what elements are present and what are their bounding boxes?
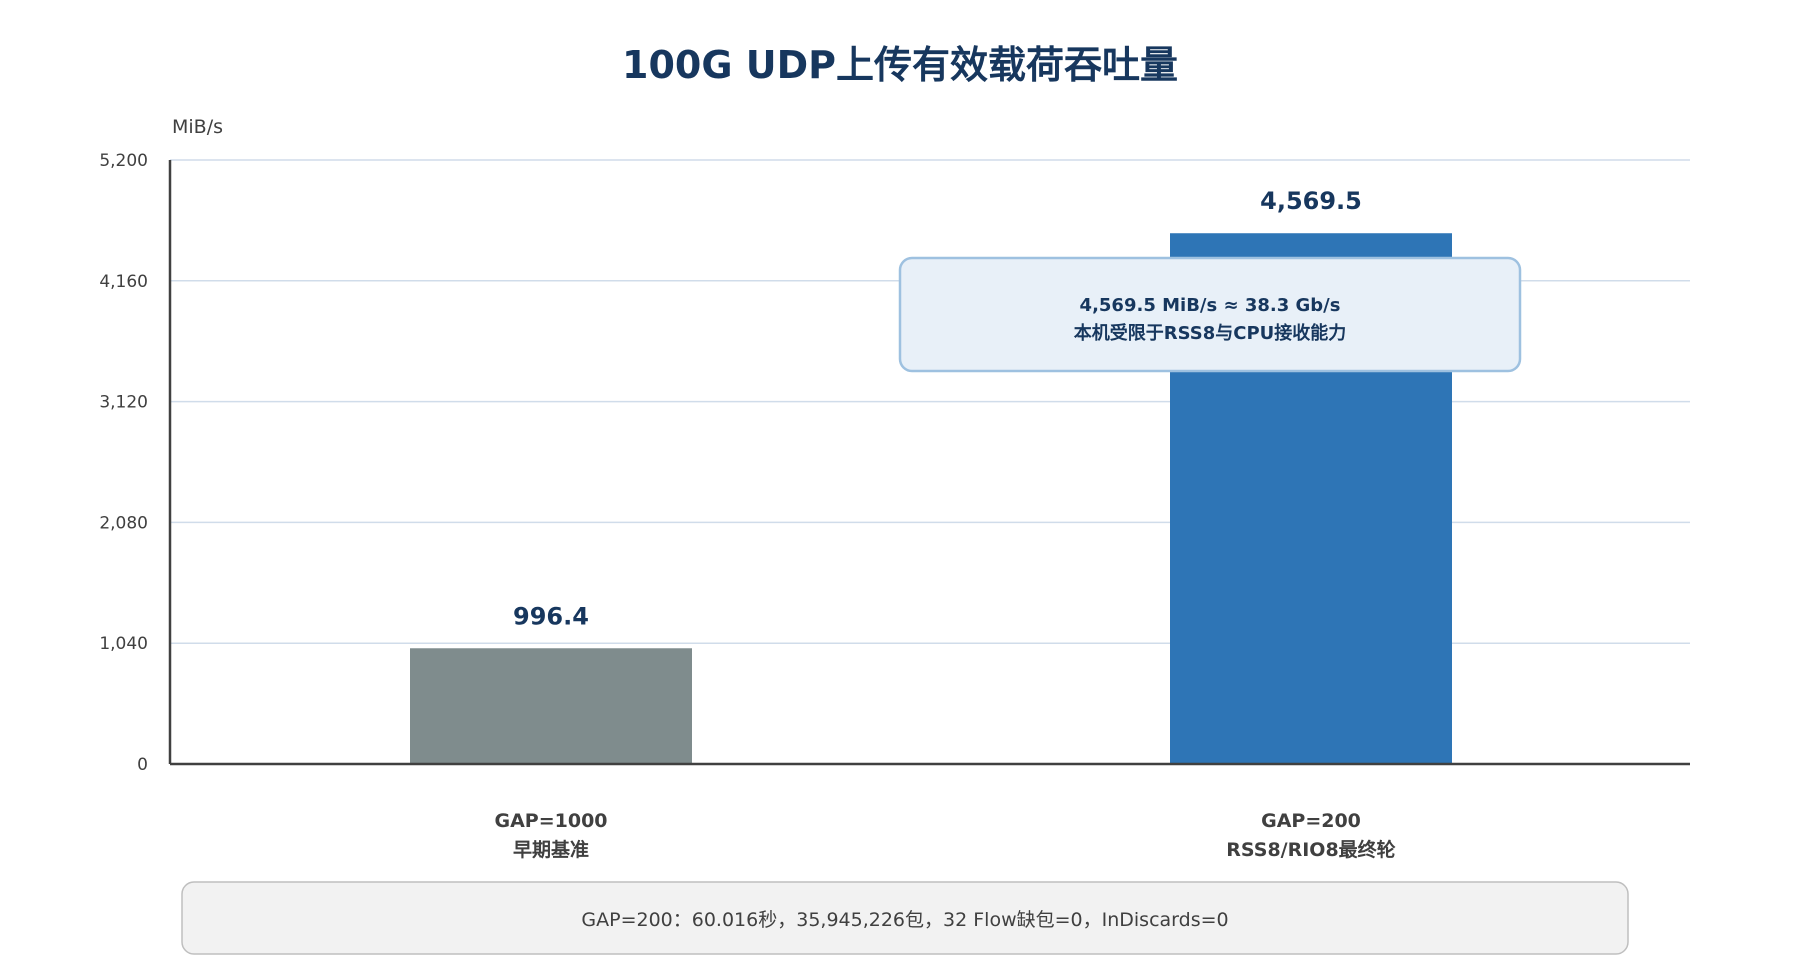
footnote-text: GAP=200：60.016秒，35,945,226包，32 Flow缺包=0，… [581, 909, 1228, 931]
value-labels: 996.4 4,569.5 [513, 187, 1362, 630]
y-tick-label: 4,160 [99, 272, 148, 292]
footnote-background [181, 881, 1629, 955]
y-tick-labels: 0 1,040 2,080 3,120 4,160 5,200 [99, 151, 148, 775]
footnote-box: GAP=200：60.016秒，35,945,226包，32 Flow缺包=0，… [181, 881, 1629, 955]
chart-title: 100G UDP上传有效载荷吞吐量 [622, 43, 1178, 87]
bar [410, 648, 692, 764]
callout-box: 4,569.5 MiB/s ≈ 38.3 Gb/s 本机受限于RSS8与CPU接… [898, 256, 1522, 373]
bar-value-label: 996.4 [513, 602, 589, 630]
y-tick-label: 1,040 [99, 634, 148, 654]
callout-line-2: 本机受限于RSS8与CPU接收能力 [1074, 322, 1347, 344]
axes [168, 160, 1690, 766]
y-tick-label: 3,120 [99, 393, 148, 413]
category-label-line-1: GAP=1000 [494, 810, 607, 832]
category-label-line-2: 早期基准 [513, 838, 589, 861]
category-labels: GAP=1000 早期基准 GAP=200 RSS8/RIO8最终轮 [494, 810, 1395, 861]
y-tick-label: 5,200 [99, 151, 148, 171]
callout-line-1: 4,569.5 MiB/s ≈ 38.3 Gb/s [1080, 295, 1341, 316]
y-tick-label: 2,080 [99, 513, 148, 533]
category-label-line-2: RSS8/RIO8最终轮 [1226, 838, 1395, 861]
category-label-line-1: GAP=200 [1261, 810, 1361, 832]
gridlines [170, 159, 1690, 644]
bar-value-label: 4,569.5 [1260, 187, 1362, 215]
y-axis-unit: MiB/s [172, 116, 223, 138]
y-tick-label: 0 [137, 755, 148, 775]
callout-background [898, 256, 1522, 373]
